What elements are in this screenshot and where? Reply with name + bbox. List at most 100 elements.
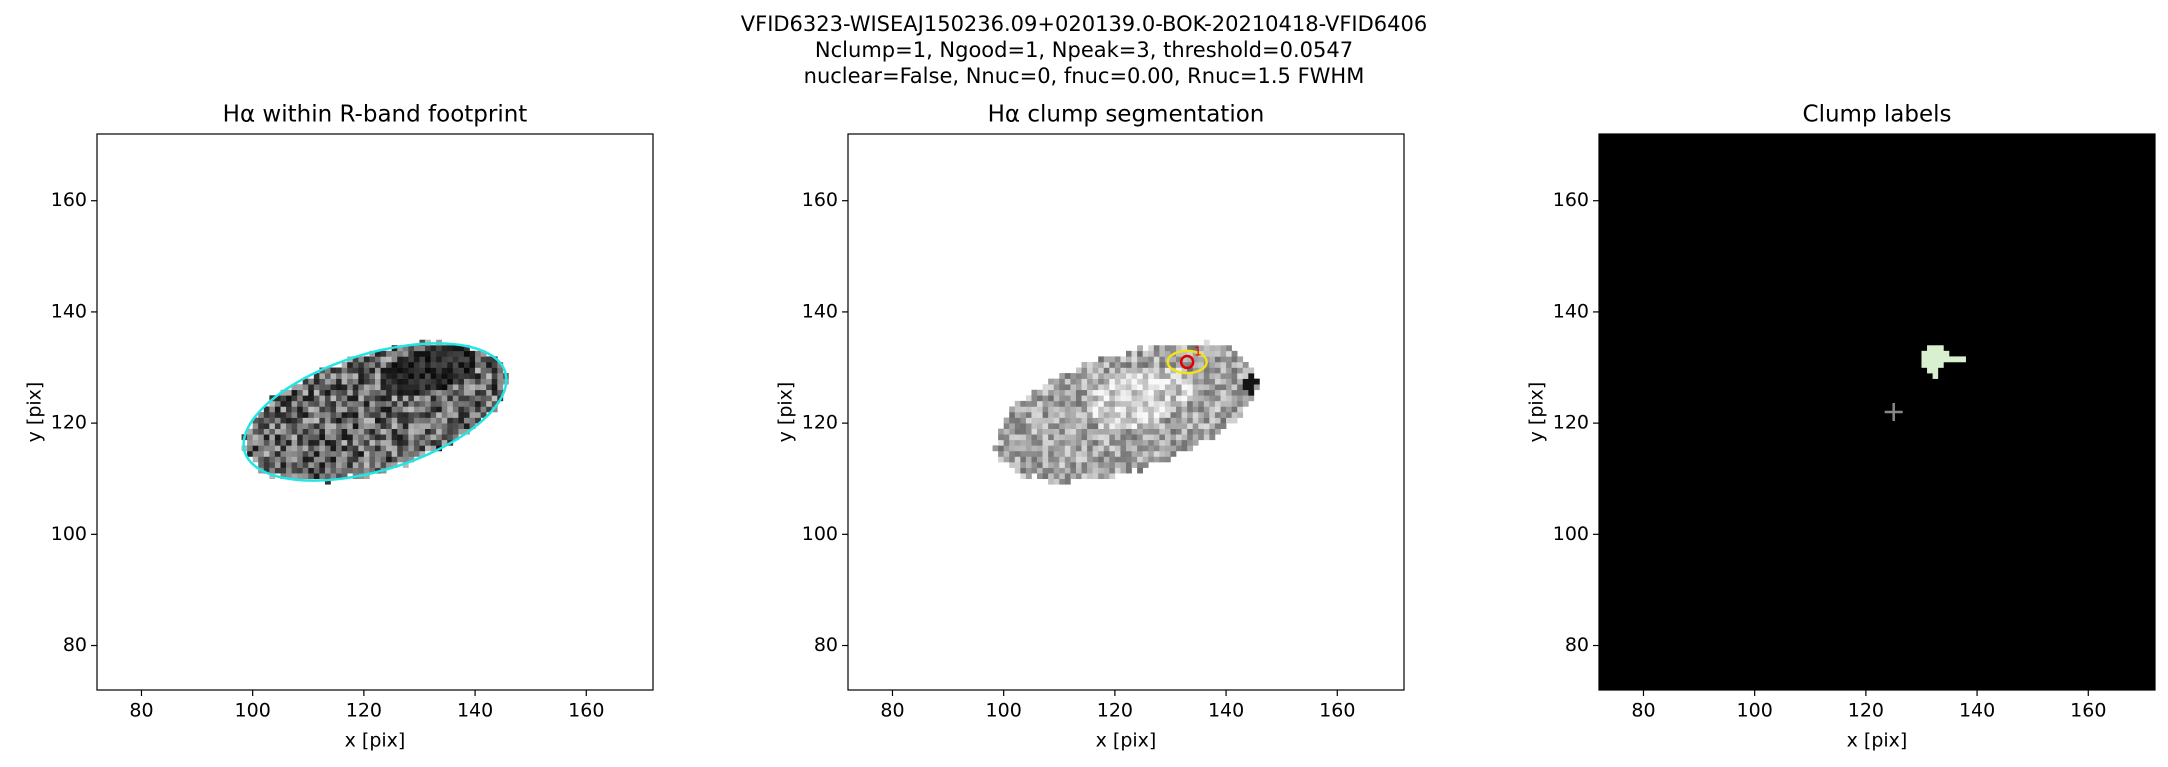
x-tick-label: 80: [1631, 700, 1655, 722]
image-pixel: [1214, 361, 1221, 368]
image-pixel: [1126, 439, 1132, 446]
image-pixel: [1164, 400, 1171, 407]
image-pixel: [297, 434, 304, 441]
image-pixel: [269, 434, 276, 441]
clump-contour: [1168, 351, 1207, 373]
image-pixel: [1198, 412, 1205, 418]
image-pixel: [1048, 434, 1055, 441]
image-pixel: [1137, 412, 1143, 418]
image-pixel: [441, 361, 448, 368]
image-pixel: [1037, 467, 1043, 474]
image-pixel: [269, 445, 276, 452]
image-pixel: [347, 378, 354, 385]
label-pixel: [1921, 361, 1944, 368]
image-pixel: [486, 367, 493, 374]
image-pixel: [1103, 400, 1110, 407]
image-pixel: [297, 456, 304, 463]
image-pixel: [369, 423, 376, 429]
image-pixel: [419, 350, 426, 357]
image-pixel: [302, 456, 309, 463]
image-pixel: [1025, 417, 1032, 424]
image-pixel: [436, 434, 443, 441]
image-pixel: [1170, 412, 1177, 418]
image-pixel: [441, 395, 448, 402]
image-pixel: [1120, 417, 1127, 424]
image-pixel: [430, 423, 437, 429]
image-pixel: [386, 361, 392, 368]
image-pixel: [1192, 356, 1199, 363]
image-pixel: [1048, 428, 1055, 435]
x-tick-label: 100: [1737, 700, 1773, 722]
image-pixel: [1198, 400, 1205, 407]
image-pixel: [1025, 462, 1032, 468]
image-pixel: [1031, 467, 1038, 474]
image-pixel: [341, 434, 348, 441]
image-pixel: [1176, 395, 1182, 402]
image-pixel: [1192, 384, 1199, 391]
image-pixel: [291, 417, 298, 424]
image-pixel: [375, 373, 381, 379]
image-pixel: [1242, 378, 1249, 385]
image-pixel: [386, 462, 392, 468]
image-pixel: [419, 345, 426, 352]
image-pixel: [1009, 450, 1016, 457]
image-pixel: [375, 361, 381, 368]
image-pixel: [1042, 389, 1049, 396]
image-pixel: [1003, 428, 1010, 435]
image-pixel: [1137, 400, 1143, 407]
image-pixel: [1098, 395, 1105, 402]
image-pixel: [436, 400, 443, 407]
image-pixel: [1020, 439, 1027, 446]
image-pixel: [252, 434, 259, 441]
image-pixel: [286, 395, 292, 402]
image-pixel: [1192, 367, 1199, 374]
image-pixel: [1059, 395, 1066, 402]
image-pixel: [1042, 428, 1049, 435]
image-pixel: [252, 439, 259, 446]
image-pixel: [341, 412, 348, 418]
image-pixel: [436, 428, 443, 435]
image-pixel: [1087, 406, 1093, 413]
image-pixel: [380, 428, 387, 435]
image-pixel: [1231, 361, 1238, 368]
image-pixel: [1014, 406, 1021, 413]
image-pixel: [336, 423, 342, 429]
image-pixel: [1126, 400, 1132, 407]
image-pixel: [1153, 445, 1160, 452]
image-pixel: [1126, 450, 1132, 457]
image-pixel: [336, 384, 342, 391]
image-pixel: [1064, 467, 1071, 474]
image-pixel: [1037, 434, 1043, 441]
image-pixel: [1137, 428, 1143, 435]
image-pixel: [1142, 456, 1149, 463]
image-pixel: [1003, 434, 1010, 441]
image-pixel: [1092, 389, 1099, 396]
image-pixel: [1220, 356, 1227, 363]
image-pixel: [1109, 406, 1116, 413]
image-pixel: [380, 395, 387, 402]
image-pixel: [447, 400, 454, 407]
image-pixel: [430, 400, 437, 407]
image-pixel: [369, 445, 376, 452]
image-pixel: [1075, 473, 1082, 480]
image-pixel: [1203, 339, 1210, 346]
image-pixel: [1064, 406, 1071, 413]
image-pixel: [413, 434, 420, 441]
image-pixel: [1059, 406, 1066, 413]
image-pixel: [1114, 423, 1121, 429]
image-pixel: [1087, 417, 1093, 424]
image-pixel: [313, 462, 320, 468]
image-pixel: [436, 345, 443, 352]
image-pixel: [447, 361, 454, 368]
y-tick-label: 80: [814, 634, 838, 656]
image-pixel: [425, 423, 431, 429]
image-pixel: [1181, 345, 1188, 352]
image-pixel: [497, 389, 504, 396]
image-pixel: [1053, 389, 1060, 396]
image-pixel: [1064, 389, 1071, 396]
image-pixel: [280, 473, 287, 480]
image-pixel: [447, 434, 454, 441]
image-pixel: [1025, 400, 1032, 407]
